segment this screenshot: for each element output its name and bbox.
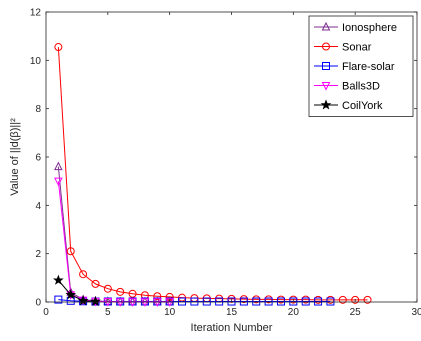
data-point-flare-solar xyxy=(252,297,261,306)
legend-label: Flare-solar xyxy=(342,61,395,73)
data-point-sonar xyxy=(54,43,63,52)
legend-marker-sonar xyxy=(322,42,330,51)
y-tick-label: 12 xyxy=(30,8,42,19)
data-point-flare-solar xyxy=(326,297,335,306)
legend-label: Balls3D xyxy=(342,81,380,93)
y-tick-label: 8 xyxy=(35,104,41,115)
series-line-balls3d xyxy=(57,181,170,303)
legend-marker-coilyork xyxy=(320,99,332,110)
series-line-ionosphere xyxy=(57,166,170,303)
x-tick-label: 0 xyxy=(43,307,49,318)
legend-label: CoilYork xyxy=(342,100,383,112)
legend-item-sonar: Sonar xyxy=(314,42,372,54)
x-tick-label: 5 xyxy=(105,307,111,318)
data-point-sonar xyxy=(103,284,112,293)
legend-label: Ionosphere xyxy=(342,22,397,34)
y-tick-label: 10 xyxy=(30,56,42,67)
x-tick-labels: 0 5 10 15 20 25 30 xyxy=(43,307,421,318)
data-point-sonar xyxy=(363,295,372,304)
series-coilyork xyxy=(53,274,101,307)
x-tick-label: 20 xyxy=(288,307,300,318)
legend-marker-ionosphere xyxy=(321,21,331,31)
data-point-sonar xyxy=(351,295,360,304)
data-point-flare-solar xyxy=(239,297,248,306)
data-point-sonar xyxy=(91,279,100,288)
series-line-coilyork xyxy=(57,279,96,303)
data-point-flare-solar xyxy=(66,296,75,305)
data-point-balls3d xyxy=(54,177,63,187)
data-point-flare-solar xyxy=(301,297,310,306)
x-tick-label: 10 xyxy=(164,307,176,318)
legend-label: Sonar xyxy=(342,42,372,54)
data-point-sonar xyxy=(79,270,88,279)
series-line-sonar xyxy=(57,47,368,301)
y-tick-label: 6 xyxy=(35,153,41,164)
data-point-sonar xyxy=(153,292,162,301)
legend-item-flare-solar: Flare-solar xyxy=(314,61,395,73)
data-point-flare-solar xyxy=(202,297,211,306)
legend-item-coilyork: CoilYork xyxy=(314,99,383,112)
series-ionosphere xyxy=(54,161,174,306)
data-point-flare-solar xyxy=(215,297,224,306)
x-tick-label: 30 xyxy=(411,307,421,318)
data-point-flare-solar xyxy=(227,297,236,306)
data-point-coilyork xyxy=(65,289,77,300)
data-point-sonar xyxy=(338,295,347,304)
data-point-coilyork xyxy=(90,295,101,307)
data-point-flare-solar xyxy=(289,297,298,306)
x-axis-label: Iteration Number xyxy=(191,322,273,334)
x-tick-label: 15 xyxy=(226,307,238,318)
legend: Ionosphere Sonar Flare-solar Balls3D CoilYor… xyxy=(308,15,414,117)
data-point-sonar xyxy=(116,287,125,296)
ticks-layer xyxy=(45,11,418,303)
data-point-flare-solar xyxy=(276,297,285,306)
legend-item-ionosphere: Ionosphere xyxy=(314,21,397,34)
legend-item-balls3d: Balls3D xyxy=(314,81,380,93)
y-axis-label: Value of ||d(β)||² xyxy=(9,118,21,196)
data-point-coilyork xyxy=(77,295,89,306)
x-tick-label: 25 xyxy=(350,307,362,318)
data-point-flare-solar xyxy=(264,297,273,306)
y-tick-label: 0 xyxy=(35,298,41,309)
legend-marker-balls3d xyxy=(321,82,331,91)
data-point-ionosphere xyxy=(54,161,63,171)
y-tick-labels: 0 2 4 6 8 10 12 xyxy=(30,8,42,309)
y-tick-label: 4 xyxy=(35,201,41,212)
data-point-flare-solar xyxy=(314,297,323,306)
data-point-flare-solar xyxy=(190,297,199,306)
data-point-sonar xyxy=(128,289,137,298)
data-point-flare-solar xyxy=(178,297,187,306)
legend-marker-flare-solar xyxy=(322,62,330,70)
series-balls3d xyxy=(54,177,174,307)
data-point-flare-solar xyxy=(54,295,63,304)
data-point-coilyork xyxy=(53,274,64,285)
y-tick-label: 2 xyxy=(35,249,41,260)
data-point-sonar xyxy=(66,247,75,256)
